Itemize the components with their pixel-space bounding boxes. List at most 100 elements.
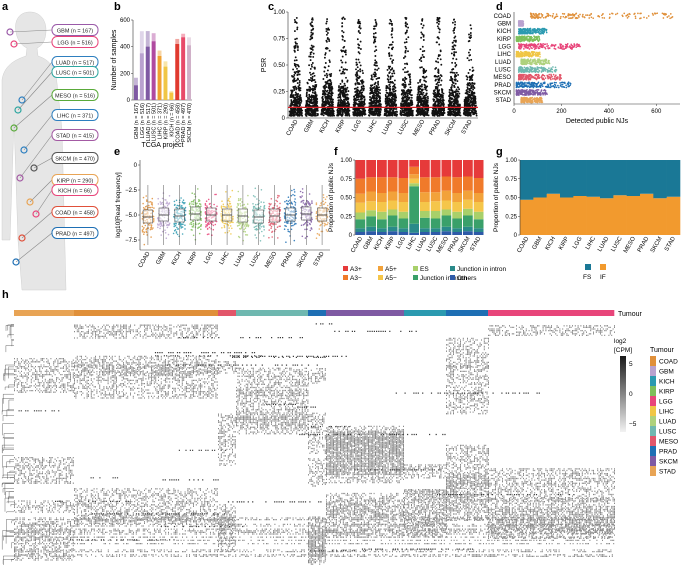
stack-segment	[409, 223, 419, 233]
organ-circle	[10, 124, 18, 132]
x-tick-label: PRAD	[281, 250, 295, 268]
y-tick-label: KIRP	[497, 37, 511, 43]
stack-segment	[387, 200, 398, 210]
tumour-legend-swatch	[650, 446, 656, 456]
bar	[145, 46, 150, 100]
stack-segment	[398, 218, 409, 229]
chart-h-heatmap: Tumour log2 [CPM] 5 0 −5 Tumour COAD GBM KICH KIRP…	[1, 310, 678, 565]
tumour-legend-label: SKCM	[659, 459, 678, 466]
organ-label-box	[51, 129, 99, 141]
legend-label: A3−	[350, 275, 362, 282]
color-scale-tick: 0	[629, 391, 633, 398]
panel-letter-f: f	[334, 146, 338, 158]
dot-strip-coad	[529, 12, 674, 20]
organ-label-box	[51, 206, 99, 218]
color-scale-bar	[620, 356, 626, 432]
row-dendrogram	[1, 324, 14, 565]
dot-strip-lgg	[517, 43, 581, 50]
bar	[134, 85, 138, 100]
organ-label: KIRP (n = 290)	[57, 179, 94, 185]
stack-segment	[355, 160, 366, 179]
stack-segment	[420, 177, 430, 193]
legend-label-fs: FS	[583, 274, 592, 281]
panel-letter-g: g	[496, 146, 503, 158]
stack-segment	[533, 197, 547, 235]
y-tick-label: 0	[134, 163, 138, 169]
body-connector	[9, 29, 53, 33]
stack-segment	[573, 196, 587, 235]
stack-segment	[409, 183, 419, 187]
tumour-legend-swatch	[650, 436, 656, 446]
x-tick-label: LIHC	[219, 250, 231, 265]
legend-label: Junction in exon	[420, 275, 467, 282]
stack-segment	[430, 232, 441, 235]
color-scale-tick: −5	[629, 421, 637, 428]
stack-segment	[377, 202, 387, 212]
x-tick-label: MESO	[412, 119, 426, 138]
panel-letter-h: h	[2, 289, 9, 301]
stack-segment	[366, 201, 376, 211]
stack-segment	[398, 228, 409, 232]
stack-segment	[533, 160, 547, 198]
y-tick-label: −2.5	[125, 188, 138, 194]
tumour-legend-swatch	[650, 416, 656, 426]
tumour-legend-label: PRAD	[659, 449, 677, 456]
box	[174, 208, 185, 223]
x-tick-label: GBM	[155, 251, 167, 266]
tumour-legend-label: LUAD	[659, 419, 677, 426]
stack-segment	[366, 160, 376, 178]
y-tick-label: 1.00	[273, 10, 285, 16]
stack-segment	[452, 202, 462, 212]
x-tick-label: LGG (n = 516)	[140, 103, 146, 138]
y-axis-label: Proportion of public NJs	[493, 162, 500, 232]
organ-label-box	[51, 66, 99, 78]
box	[237, 208, 248, 223]
bar	[181, 37, 186, 100]
stack-segment	[666, 196, 681, 235]
y-axis-label: Number of samples	[111, 29, 118, 90]
x-tick-label: PRAD	[637, 235, 651, 253]
legend-swatch	[343, 275, 348, 280]
y-tick-label: KICH	[497, 29, 511, 35]
x-tick-label: LGG	[396, 236, 408, 250]
stack-segment	[387, 160, 398, 178]
y-axis-label: log10[Read frequency]	[115, 172, 122, 238]
legend-label: A5+	[385, 266, 397, 273]
stack-segment	[355, 178, 366, 194]
y-tick-label: GBM	[497, 22, 511, 28]
stack-segment	[452, 211, 462, 219]
panel-letter-e: e	[114, 146, 120, 158]
stack-segment	[441, 190, 452, 201]
stack-segment	[409, 166, 419, 175]
tumour-legend-swatch	[650, 366, 656, 376]
y-tick-label: COAD	[494, 14, 512, 20]
stack-segment	[613, 195, 627, 235]
stack-segment	[473, 211, 484, 220]
stack-segment	[666, 160, 681, 197]
x-tick-label: LIHC (n = 371)	[158, 103, 164, 139]
x-tick-label: MESO	[623, 236, 637, 255]
bar	[151, 41, 156, 100]
x-tick-label: KICH (n = 66)	[169, 103, 175, 137]
box	[285, 207, 296, 222]
stack-segment	[430, 160, 441, 178]
tumour-track-segment	[74, 310, 219, 316]
organ-circle	[26, 198, 34, 206]
tumour-legend-label: LGG	[659, 399, 673, 406]
organ-circle	[20, 146, 28, 154]
stack-segment	[377, 193, 387, 202]
stack-segment	[398, 211, 409, 219]
legend-swatch-if	[600, 264, 606, 270]
organ-circle	[16, 174, 24, 182]
x-tick-label: COAD	[286, 118, 300, 137]
stack-segment	[366, 177, 376, 192]
organ-label: LGG (n = 516)	[57, 41, 92, 47]
tumour-legend-label: GBM	[659, 369, 674, 376]
stack-segment	[586, 160, 601, 197]
bar	[163, 66, 168, 100]
stack-segment	[441, 231, 452, 235]
x-tick-label: STAD	[664, 235, 677, 252]
stack-segment	[430, 218, 441, 229]
x-tick-label: KIRP (n = 290)	[163, 103, 169, 140]
organ-label-box	[51, 227, 99, 239]
